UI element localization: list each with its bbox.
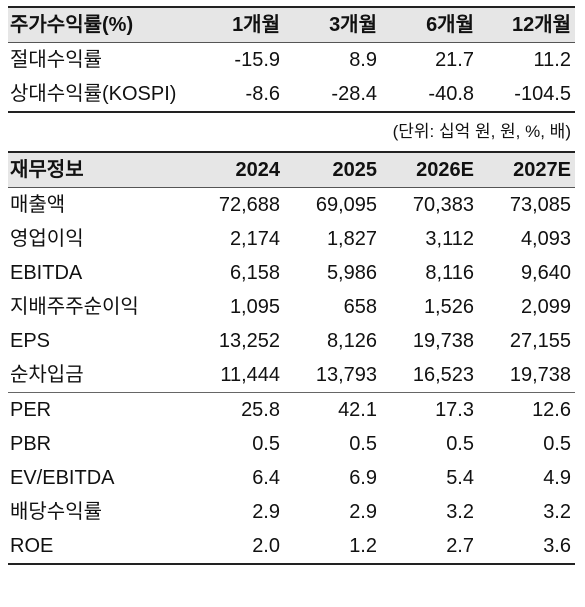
cell-value: 19,738	[412, 330, 474, 352]
cell-value: 1,827	[326, 228, 377, 250]
financials-body: 매출액 72,688 69,095 70,383 73,085 영업이익 2,174 1,82…	[8, 188, 575, 565]
table-row: PER 25.8 42.1 17.3 12.6	[8, 392, 575, 427]
returns-row-relative: 상대수익률(KOSPI) -8.6 -28.4 -40.8 -104.5	[8, 77, 575, 113]
table-row: ROE 2.0 1.2 2.7 3.6	[8, 529, 575, 565]
returns-header-label: 주가수익률(%)	[8, 6, 187, 43]
financials-header-row: 재무정보 2024 2025 2026E 2027E	[8, 151, 575, 188]
row-label: EPS	[10, 330, 51, 352]
cell-value: 4,093	[520, 228, 571, 250]
cell-value: 3.2	[543, 501, 571, 523]
row-label: 지배주주순이익	[10, 296, 139, 318]
row-label: 배당수익률	[10, 501, 102, 523]
cell-value: 2,099	[520, 296, 571, 318]
cell-value: 72,688	[218, 194, 280, 216]
cell-value: 8,116	[425, 262, 474, 284]
cell-value: 3.2	[446, 501, 474, 523]
returns-row-absolute: 절대수익률 -15.9 8.9 21.7 11.2	[8, 43, 575, 78]
cell-value: -15.9	[234, 49, 280, 71]
cell-value: -40.8	[381, 77, 478, 113]
cell-value: 13,793	[315, 364, 377, 386]
cell-value: 1,095	[229, 296, 280, 318]
cell-value: 70,383	[412, 194, 474, 216]
returns-header-12m: 12개월	[478, 6, 575, 43]
table-row: PBR 0.5 0.5 0.5 0.5	[8, 427, 575, 461]
cell-value: 69,095	[315, 194, 377, 216]
table-row: 순차입금 11,444 13,793 16,523 19,738	[8, 358, 575, 393]
financials-table: 재무정보 2024 2025 2026E 2027E 매출액 72,688 69,0…	[8, 151, 575, 565]
cell-value: 6,158	[229, 262, 280, 284]
unit-note-row: (단위: 십억 원, 원, %, 배)	[8, 112, 575, 151]
cell-value: 3.6	[478, 529, 575, 565]
cell-value: 5,986	[326, 262, 377, 284]
financials-header-2024: 2024	[187, 151, 284, 188]
cell-value: 9,640	[520, 262, 571, 284]
cell-value: 13,252	[218, 330, 280, 352]
cell-value: 16,523	[412, 364, 474, 386]
row-label: 영업이익	[10, 228, 84, 250]
row-label: ROE	[8, 529, 187, 565]
cell-value: 2.0	[187, 529, 284, 565]
cell-value: 0.5	[446, 433, 474, 455]
financials-header-2025: 2025	[284, 151, 381, 188]
cell-value: 12.6	[478, 392, 575, 427]
row-label: PBR	[10, 433, 52, 455]
returns-header-6m: 6개월	[381, 6, 478, 43]
financials-header-2026e: 2026E	[381, 151, 478, 188]
returns-header-row: 주가수익률(%) 1개월 3개월 6개월 12개월	[8, 6, 575, 43]
cell-value: 0.5	[252, 433, 280, 455]
cell-value: 0.5	[349, 433, 377, 455]
cell-value: 2.9	[252, 501, 280, 523]
table-row: 영업이익 2,174 1,827 3,112 4,093	[8, 222, 575, 256]
cell-value: 8.9	[349, 49, 377, 71]
row-label: 순차입금	[10, 364, 84, 386]
cell-value: 8,126	[326, 330, 377, 352]
returns-table: 주가수익률(%) 1개월 3개월 6개월 12개월 절대수익률 -15.9 8.…	[8, 6, 575, 151]
cell-value: 73,085	[509, 194, 571, 216]
returns-header-3m: 3개월	[284, 6, 381, 43]
table-row: 매출액 72,688 69,095 70,383 73,085	[8, 188, 575, 223]
cell-value: 2.9	[349, 501, 377, 523]
cell-value: 0.5	[543, 433, 571, 455]
financials-header-2027e: 2027E	[478, 151, 575, 188]
cell-value: 11.2	[533, 49, 571, 71]
cell-value: -8.6	[187, 77, 284, 113]
financials-header-label: 재무정보	[8, 151, 187, 188]
unit-note: (단위: 십억 원, 원, %, 배)	[392, 122, 571, 141]
table-row: EPS 13,252 8,126 19,738 27,155	[8, 324, 575, 358]
cell-value: 27,155	[509, 330, 571, 352]
cell-value: 658	[343, 296, 377, 318]
cell-value: 42.1	[284, 392, 381, 427]
cell-value: 3,112	[425, 228, 474, 250]
cell-value: 6.4	[252, 467, 280, 489]
row-label: 절대수익률	[10, 49, 102, 71]
row-label: 상대수익률(KOSPI)	[8, 77, 187, 113]
cell-value: 5.4	[446, 467, 474, 489]
cell-value: 2.7	[381, 529, 478, 565]
cell-value: 2,174	[229, 228, 280, 250]
cell-value: 11,444	[220, 364, 280, 386]
row-label: EV/EBITDA	[10, 467, 115, 489]
row-label: PER	[8, 392, 187, 427]
table-row: 지배주주순이익 1,095 658 1,526 2,099	[8, 290, 575, 324]
table-row: EV/EBITDA 6.4 6.9 5.4 4.9	[8, 461, 575, 495]
cell-value: 17.3	[381, 392, 478, 427]
row-label: 매출액	[10, 194, 66, 216]
cell-value: 6.9	[349, 467, 377, 489]
cell-value: 1,526	[423, 296, 474, 318]
cell-value: 19,738	[509, 364, 571, 386]
returns-header-1m: 1개월	[187, 6, 284, 43]
cell-value: 21.7	[435, 49, 474, 71]
row-label: EBITDA	[10, 262, 83, 284]
table-row: EBITDA 6,158 5,986 8,116 9,640	[8, 256, 575, 290]
financial-summary: 주가수익률(%) 1개월 3개월 6개월 12개월 절대수익률 -15.9 8.…	[8, 0, 575, 565]
cell-value: 1.2	[284, 529, 381, 565]
cell-value: 25.8	[187, 392, 284, 427]
table-row: 배당수익률 2.9 2.9 3.2 3.2	[8, 495, 575, 529]
cell-value: -28.4	[284, 77, 381, 113]
cell-value: -104.5	[478, 77, 575, 113]
cell-value: 4.9	[543, 467, 571, 489]
